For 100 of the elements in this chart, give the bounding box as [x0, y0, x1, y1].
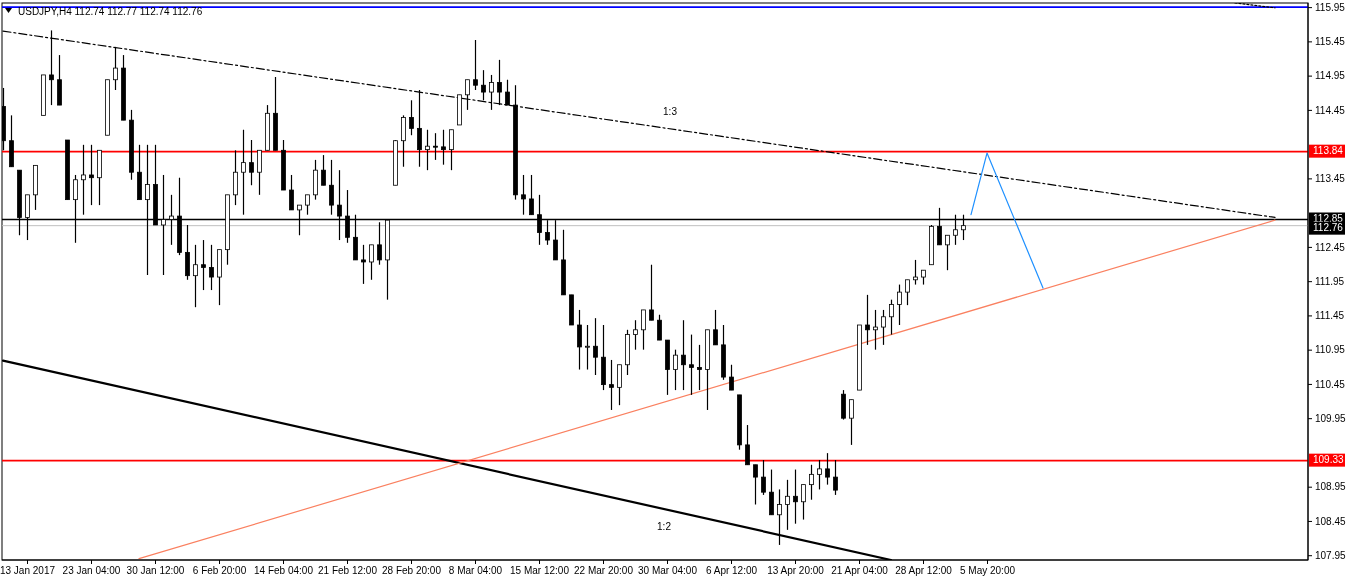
- candlestick: [321, 154, 326, 186]
- candlestick: [657, 314, 662, 341]
- candlestick: [289, 174, 294, 211]
- candlestick: [729, 364, 734, 391]
- candlestick: [697, 344, 702, 391]
- x-tick-label: 28 Apr 12:00: [895, 565, 953, 577]
- chart-title: USDJPY,H4 112.74 112.77 112.74 112.76: [18, 6, 203, 17]
- candlestick: [449, 129, 454, 171]
- candlestick: [833, 459, 838, 496]
- candlestick: [401, 114, 406, 168]
- candlestick: [897, 283, 902, 326]
- candlestick: [473, 39, 478, 91]
- y-tick-label: 108.45: [1315, 515, 1347, 527]
- y-tick-label: 110.45: [1315, 378, 1346, 390]
- x-tick-label: 21 Apr 04:00: [831, 565, 889, 577]
- y-tick-label: 114.45: [1315, 104, 1346, 116]
- y-tick-label: 107.95: [1315, 549, 1347, 561]
- y-tick-label: 110.95: [1315, 344, 1346, 356]
- candlestick: [817, 459, 822, 491]
- candlestick: [753, 464, 758, 506]
- candlestick: [241, 129, 246, 216]
- x-tick-label: 5 May 20:00: [959, 565, 1016, 577]
- y-tick-label: 114.95: [1315, 70, 1346, 82]
- y-tick-label: 109.95: [1315, 412, 1347, 424]
- candlestick: [793, 468, 798, 525]
- candlestick: [689, 334, 694, 396]
- candlestick: [841, 389, 846, 421]
- candlestick: [201, 239, 206, 291]
- candlestick: [465, 79, 470, 111]
- candlestick: [409, 99, 414, 136]
- candlestick: [505, 79, 510, 106]
- candlestick: [673, 349, 678, 391]
- candlestick: [417, 89, 422, 168]
- candlestick: [889, 299, 894, 336]
- candlestick: [945, 234, 950, 271]
- candlestick: [233, 149, 238, 206]
- candlestick: [681, 319, 686, 391]
- candlestick: [329, 159, 334, 216]
- x-tick-label: 30 Jan 12:00: [126, 565, 185, 577]
- candlestick: [497, 59, 502, 106]
- candlestick: [433, 132, 438, 161]
- y-tick-label: 115.95: [1315, 1, 1346, 13]
- annotation: 1:2: [657, 520, 672, 532]
- candlestick: [761, 459, 766, 496]
- x-tick-label: 13 Jan 2017: [0, 565, 56, 577]
- y-tick-label: 111.45: [1315, 310, 1345, 322]
- candlestick: [377, 221, 382, 266]
- candlestick: [617, 364, 622, 406]
- candlestick: [577, 309, 582, 371]
- x-tick-label: 8 Mar 04:00: [448, 565, 503, 577]
- y-tick-label: 108.95: [1315, 481, 1347, 493]
- candlestick: [249, 139, 254, 186]
- x-tick-label: 28 Feb 20:00: [382, 565, 442, 577]
- candlestick: [425, 129, 430, 171]
- candlestick: [209, 244, 214, 291]
- candlestick: [593, 317, 598, 376]
- y-tick-label: 111.95: [1315, 275, 1345, 287]
- candlestick: [873, 309, 878, 351]
- candlestick: [489, 74, 494, 111]
- candlestick: [801, 484, 806, 521]
- ref-line-label: 112.76: [1313, 222, 1344, 234]
- x-tick-label: 14 Feb 04:00: [254, 565, 314, 577]
- x-tick-label: 21 Feb 12:00: [318, 565, 378, 577]
- candlestick: [641, 309, 646, 351]
- candlestick: [481, 69, 486, 101]
- candlestick: [649, 264, 654, 321]
- candlestick: [257, 149, 262, 196]
- candlestick: [529, 174, 534, 216]
- candlestick: [185, 224, 190, 281]
- candlestick: [777, 488, 782, 546]
- candlestick: [89, 144, 94, 206]
- candlestick: [305, 194, 310, 216]
- candlestick: [521, 174, 526, 216]
- x-tick-label: 6 Feb 20:00: [192, 565, 247, 577]
- candlestick: [745, 424, 750, 466]
- x-tick-label: 23 Jan 04:00: [62, 565, 121, 577]
- candlestick: [905, 279, 910, 306]
- x-tick-label: 30 Mar 04:00: [638, 565, 698, 577]
- candlestick: [369, 244, 374, 281]
- candlestick: [825, 452, 830, 486]
- x-tick-label: 15 Mar 12:00: [510, 565, 570, 577]
- candlestick: [441, 129, 446, 166]
- x-tick-label: 6 Apr 12:00: [705, 565, 758, 577]
- candlestick: [609, 359, 614, 411]
- annotation: 1:3: [663, 105, 678, 117]
- candlestick: [193, 244, 198, 308]
- ref-line-label: 112.85: [1313, 213, 1344, 225]
- candlestick: [633, 319, 638, 351]
- candlestick: [113, 46, 118, 91]
- candlestick: [769, 468, 774, 516]
- y-tick-label: 112.45: [1315, 241, 1346, 253]
- candlestick: [361, 244, 366, 285]
- candlestick: [585, 324, 590, 371]
- candlestick: [785, 479, 790, 531]
- y-tick-label: 113.45: [1315, 173, 1346, 185]
- candlestick: [713, 309, 718, 346]
- ref-line-label: 109.33: [1313, 454, 1345, 466]
- x-tick-label: 13 Apr 20:00: [767, 565, 825, 577]
- ref-line-label: 113.84: [1313, 145, 1344, 157]
- candlestick: [81, 144, 86, 216]
